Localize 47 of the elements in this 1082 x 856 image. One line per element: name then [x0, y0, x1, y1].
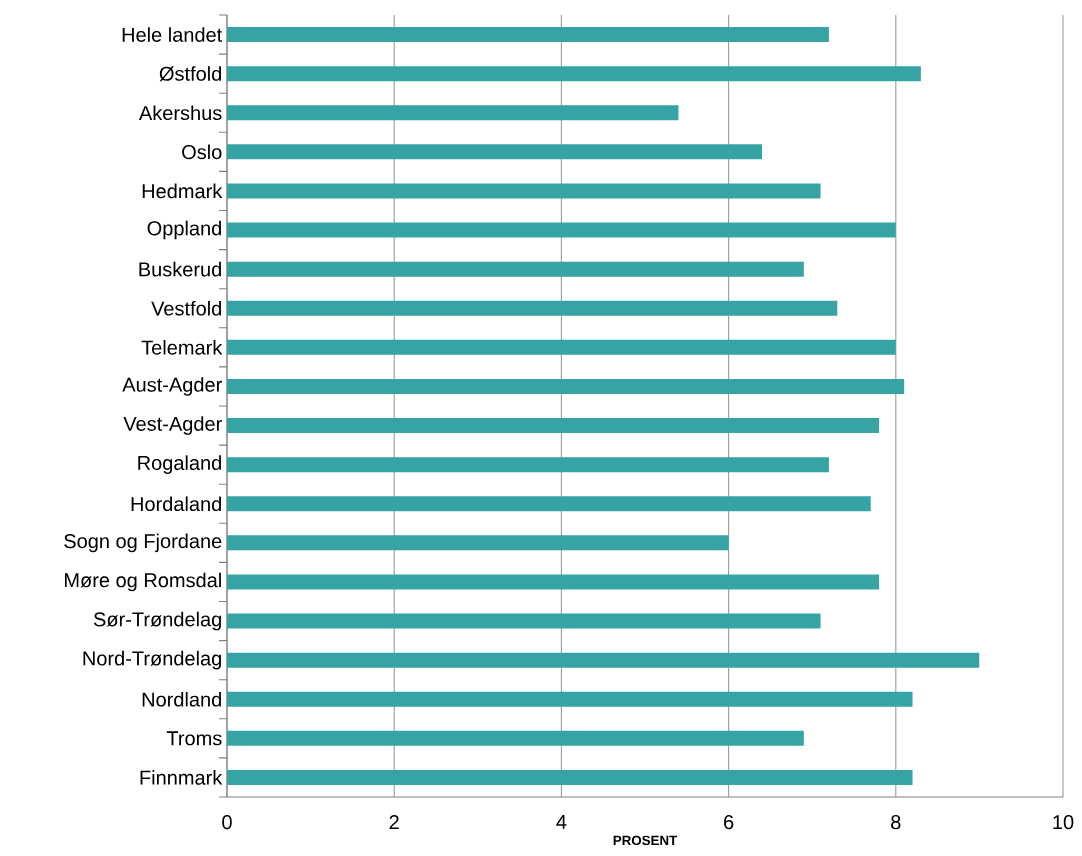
- y-tick-label: Sør-Trøndelag: [93, 611, 221, 631]
- y-tick-label: Rogaland: [138, 455, 221, 474]
- bar: [227, 339, 896, 355]
- bar: [227, 418, 880, 434]
- y-tick-label: Nordland: [142, 691, 221, 707]
- y-tick-label: Østfold: [159, 66, 221, 82]
- bar: [227, 261, 804, 277]
- bar: [227, 457, 829, 473]
- bar: [227, 730, 804, 746]
- y-tick-label: Hele landet: [122, 27, 223, 42]
- bar: [227, 769, 913, 785]
- y-tick-label: Finnmark: [140, 770, 223, 785]
- x-axis-title: PROSENT: [613, 835, 678, 846]
- bar: [227, 574, 880, 590]
- x-tick-label: 2: [389, 815, 399, 830]
- y-tick-label: Nord-Trøndelag: [83, 650, 221, 670]
- y-tick-label: Hedmark: [142, 183, 223, 199]
- x-tick-label: 8: [891, 815, 901, 830]
- bar: [227, 496, 871, 512]
- bar: [227, 300, 838, 316]
- bar: [227, 105, 679, 121]
- bar: [227, 691, 913, 707]
- y-tick-label: Oppland: [147, 220, 221, 240]
- y-tick-label: Telemark: [141, 340, 223, 355]
- bar: [227, 378, 905, 394]
- y-tick-label: Hordaland: [131, 496, 221, 512]
- bar: [227, 535, 729, 551]
- bar: [227, 27, 829, 43]
- bar: [227, 183, 821, 199]
- y-tick-label: Møre og Romsdal: [64, 572, 221, 592]
- y-tick-label: Sogn og Fjordane: [64, 533, 222, 553]
- x-tick-label: 4: [556, 815, 567, 829]
- y-tick-label: Vest-Agder: [123, 416, 222, 435]
- x-tick-label: 0: [222, 815, 232, 830]
- bar: [227, 66, 921, 82]
- y-tick-label: Troms: [166, 731, 222, 746]
- bar: [227, 652, 980, 668]
- bar: [227, 613, 821, 629]
- y-tick-label: Aust-Agder: [122, 377, 222, 396]
- bar: [227, 144, 763, 160]
- y-tick-label: Akershus: [138, 105, 222, 121]
- x-tick-label: 10: [1053, 815, 1074, 830]
- y-tick-label: Buskerud: [139, 261, 221, 277]
- x-tick-label: 6: [724, 815, 734, 830]
- y-tick-label: Vestfold: [151, 300, 221, 316]
- y-tick-label: Oslo: [182, 144, 222, 160]
- bar: [227, 222, 896, 238]
